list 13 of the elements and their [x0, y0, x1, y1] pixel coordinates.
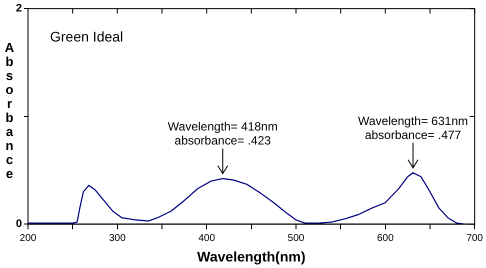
annotation: Wavelength= 418nm absorbance= .423 — [168, 120, 278, 148]
x-tick-label: 700 — [466, 232, 484, 244]
y-axis-title: Absorbance — [2, 40, 17, 180]
x-tick-label: 500 — [288, 232, 305, 244]
y-tick-label: 0 — [16, 218, 22, 230]
y-tick-label: 2 — [16, 2, 22, 15]
x-tick-label: 400 — [198, 232, 216, 244]
x-tick-label: 600 — [376, 232, 394, 244]
x-axis-title: Wavelength(nm) — [197, 248, 306, 264]
annotation: Wavelength= 631nm absorbance= .477 — [358, 114, 468, 142]
x-tick-label: 200 — [20, 232, 37, 244]
x-tick-label: 300 — [108, 232, 126, 244]
text: Green Ideal — [50, 28, 124, 44]
